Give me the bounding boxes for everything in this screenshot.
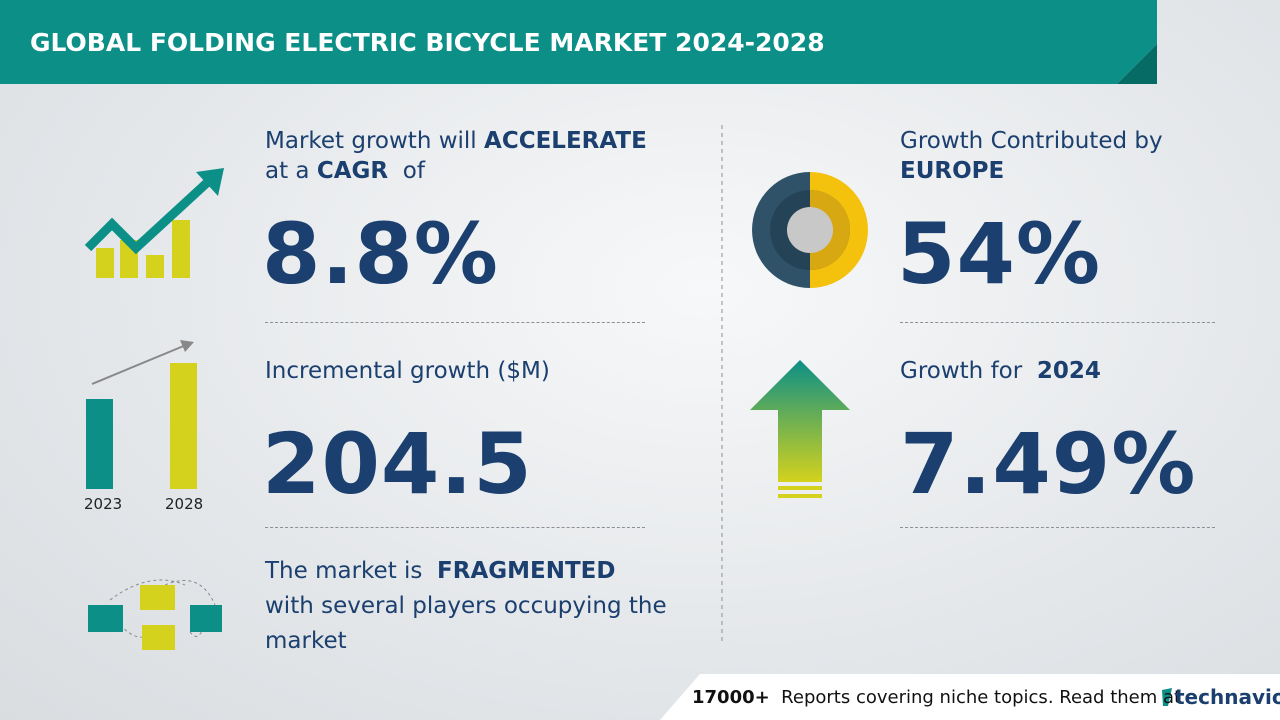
- region-label: Growth Contributed by: [900, 128, 1163, 154]
- text: 17000+: [692, 687, 770, 708]
- cagr-value: 8.8%: [262, 205, 499, 303]
- footer-band: [660, 674, 1280, 720]
- buildings-icon: [88, 579, 222, 650]
- fragmented-text: with several players occupying the: [265, 593, 667, 619]
- text: CAGR: [316, 158, 389, 184]
- donut-icon: [752, 172, 868, 288]
- region-name: EUROPE: [900, 158, 1005, 184]
- text: at a: [265, 158, 310, 184]
- growth-icon: [84, 168, 224, 278]
- text: Market growth will: [265, 128, 477, 154]
- separator: [900, 527, 1215, 528]
- text: ACCELERATE: [484, 128, 647, 154]
- text: The market is: [265, 558, 423, 584]
- separator: [265, 527, 645, 528]
- growth-text: Growth for 2024: [900, 358, 1101, 384]
- incremental-label: Incremental growth ($M): [265, 358, 550, 384]
- header-fold: [1117, 44, 1157, 84]
- bar-icon: [86, 340, 197, 489]
- text: of: [402, 158, 425, 184]
- cagr-text: at a CAGR of: [265, 158, 425, 184]
- separator: [265, 322, 645, 323]
- arrow-icon: [750, 360, 850, 498]
- text: 2024: [1036, 358, 1101, 384]
- footer-text: 17000+ Reports covering niche topics. Re…: [692, 687, 1181, 708]
- text: Reports covering niche topics. Read them…: [781, 687, 1182, 708]
- growth-value: 7.49%: [900, 415, 1197, 513]
- brand-mark: [1162, 688, 1172, 706]
- separator: [900, 322, 1215, 323]
- region-value: 54%: [897, 205, 1102, 303]
- header-band: [0, 0, 1157, 84]
- year-label: 2028: [165, 495, 204, 513]
- fragmented-text: The market is FRAGMENTED: [265, 558, 615, 584]
- year-label: 2023: [84, 495, 123, 513]
- cagr-text: Market growth will ACCELERATE: [265, 128, 647, 154]
- text: Growth for: [900, 358, 1023, 384]
- title: GLOBAL FOLDING ELECTRIC BICYCLE MARKET 2…: [30, 28, 825, 57]
- brand[interactable]: technavio: [1175, 685, 1280, 709]
- text: FRAGMENTED: [437, 558, 616, 584]
- fragmented-text: market: [265, 628, 347, 654]
- incremental-value: 204.5: [262, 415, 533, 513]
